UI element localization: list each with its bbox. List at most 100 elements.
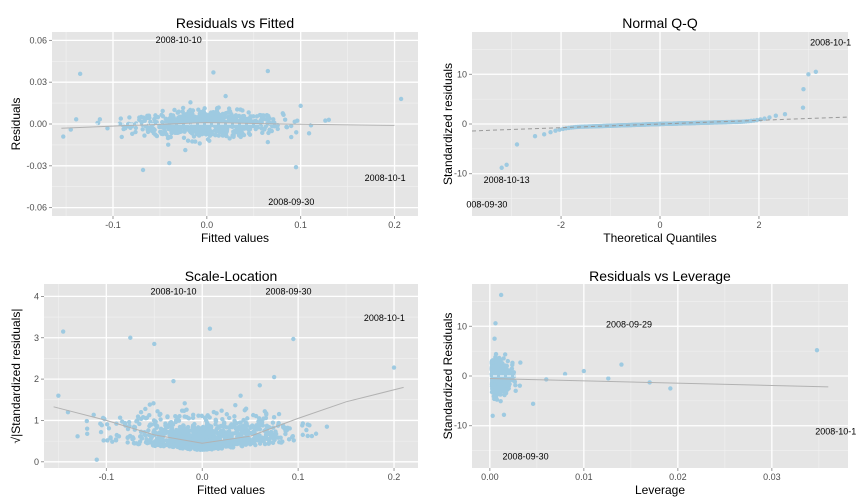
data-point bbox=[158, 443, 163, 449]
data-point bbox=[506, 386, 511, 391]
data-point bbox=[211, 409, 216, 415]
x-tick-label: 0.1 bbox=[294, 220, 307, 230]
data-point bbox=[490, 413, 495, 418]
data-point bbox=[246, 431, 251, 437]
data-point bbox=[245, 123, 251, 129]
x-tick-label: 0 bbox=[657, 220, 662, 230]
data-point bbox=[304, 427, 309, 433]
panel-title: Residuals vs Leverage bbox=[589, 268, 731, 284]
data-points bbox=[61, 68, 404, 173]
x-tick-label: 0.0 bbox=[196, 472, 209, 482]
data-point bbox=[265, 139, 271, 145]
data-point bbox=[148, 436, 154, 441]
y-axis-label: Standardized Residuals bbox=[441, 313, 455, 440]
data-point bbox=[178, 439, 184, 445]
data-point bbox=[164, 132, 169, 137]
data-point bbox=[130, 131, 135, 137]
data-point bbox=[135, 414, 141, 419]
data-point bbox=[323, 118, 328, 123]
y-tick-label: 0.03 bbox=[29, 77, 47, 87]
data-point bbox=[195, 426, 200, 432]
y-tick-label: 0.06 bbox=[29, 35, 47, 45]
data-point bbox=[158, 417, 163, 422]
x-tick-label: 0.03 bbox=[763, 472, 781, 482]
data-point bbox=[213, 422, 218, 427]
point-label: 2008-09-30 bbox=[268, 197, 314, 207]
x-axis-label: Theoretical Quantiles bbox=[603, 231, 716, 245]
data-point bbox=[233, 402, 238, 408]
y-tick-label: 10 bbox=[457, 321, 467, 331]
data-point bbox=[169, 117, 175, 122]
data-point bbox=[284, 427, 290, 433]
x-tick-label: -0.1 bbox=[105, 220, 121, 230]
data-point bbox=[130, 435, 136, 440]
data-point bbox=[324, 424, 330, 429]
y-tick-label: 0 bbox=[462, 371, 467, 381]
x-tick-label: 0.02 bbox=[669, 472, 687, 482]
data-point bbox=[205, 127, 210, 133]
data-point bbox=[271, 436, 276, 442]
data-point bbox=[513, 382, 518, 388]
data-point bbox=[294, 130, 299, 135]
data-point bbox=[84, 418, 90, 424]
data-point bbox=[216, 105, 221, 110]
x-axis-label: Fitted values bbox=[197, 483, 265, 497]
data-point bbox=[291, 336, 296, 342]
point-label: 008-09-30 bbox=[466, 200, 507, 210]
x-tick-label: -0.1 bbox=[99, 472, 115, 482]
data-point bbox=[188, 100, 193, 105]
data-point bbox=[494, 397, 500, 402]
data-point bbox=[243, 437, 249, 442]
axis-ticks: 0.00 0.01 0.02 0.03 -10 0 10 bbox=[454, 321, 781, 482]
data-point bbox=[101, 438, 106, 443]
data-point bbox=[280, 439, 285, 444]
data-point bbox=[256, 426, 261, 431]
data-point bbox=[151, 401, 156, 406]
smooth-line bbox=[489, 378, 829, 388]
data-point bbox=[240, 108, 245, 113]
data-point bbox=[229, 425, 235, 430]
data-point bbox=[185, 113, 190, 118]
data-point bbox=[273, 429, 278, 434]
data-point bbox=[213, 133, 218, 138]
data-point bbox=[257, 441, 263, 446]
data-point bbox=[209, 131, 214, 136]
data-point bbox=[147, 413, 152, 418]
data-point bbox=[153, 419, 158, 424]
y-tick-label: -0.06 bbox=[26, 203, 47, 213]
panel-title: Residuals vs Fitted bbox=[176, 15, 294, 31]
data-point bbox=[548, 129, 553, 135]
x-tick-label: 0.1 bbox=[292, 472, 305, 482]
data-point bbox=[762, 116, 767, 121]
data-point bbox=[173, 126, 179, 132]
data-point bbox=[139, 416, 144, 422]
data-point bbox=[758, 117, 763, 122]
data-point bbox=[228, 445, 234, 450]
data-point bbox=[215, 125, 220, 131]
data-point bbox=[493, 390, 499, 395]
data-point bbox=[147, 402, 153, 407]
data-point bbox=[562, 371, 568, 377]
data-point bbox=[782, 112, 788, 117]
y-axis-label: Residuals bbox=[9, 98, 23, 151]
data-point bbox=[190, 415, 196, 421]
data-point bbox=[182, 129, 187, 134]
data-point bbox=[532, 134, 538, 139]
data-point bbox=[56, 393, 61, 398]
data-point bbox=[754, 117, 760, 123]
data-point bbox=[305, 433, 310, 439]
x-tick-label: 0.00 bbox=[481, 472, 499, 482]
data-point bbox=[84, 426, 90, 431]
point-annotations: 2008-10-1 2008-10-13 008-09-30 bbox=[466, 37, 851, 209]
y-tick-label: -0.03 bbox=[26, 161, 47, 171]
data-point bbox=[183, 116, 188, 122]
data-point bbox=[231, 133, 236, 138]
data-point bbox=[168, 134, 173, 140]
data-point bbox=[182, 401, 187, 406]
data-point bbox=[502, 352, 508, 357]
data-point bbox=[105, 438, 110, 443]
data-point bbox=[530, 401, 536, 407]
data-point bbox=[220, 133, 226, 138]
data-point bbox=[198, 130, 204, 135]
